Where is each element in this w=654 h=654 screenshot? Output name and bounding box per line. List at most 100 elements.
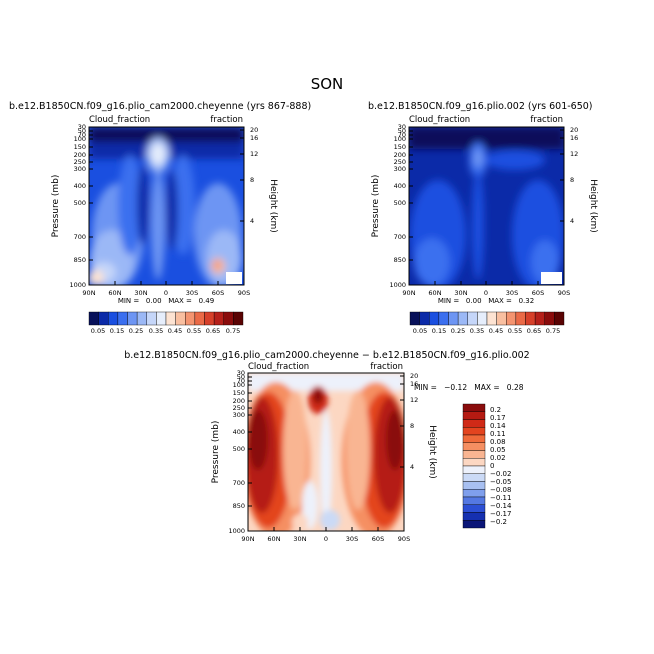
colorbar-label: 0.55 [508, 327, 522, 335]
x-tick: 30N [134, 281, 148, 297]
colorbar-swatch [462, 465, 486, 474]
svg-text:500: 500 [233, 445, 245, 453]
pressure-tick: 250 [394, 158, 413, 166]
pressure-tick: 500 [233, 445, 252, 453]
panel-3-title: b.e12.B1850CN.f09_g16.plio_cam2000.cheye… [124, 350, 529, 361]
svg-text:60N: 60N [428, 289, 441, 297]
panel-2-ylabel: Pressure (mb) [371, 175, 381, 238]
pressure-tick: 150 [74, 143, 93, 151]
height-tick: 20 [240, 126, 258, 134]
colorbar-label: 0.05 [490, 446, 506, 454]
colorbar-swatch [108, 311, 119, 326]
panel-2-right-ticks: 4 8 12 16 20 [560, 126, 578, 225]
x-tick: 0 [484, 281, 488, 297]
pressure-tick: 300 [394, 165, 413, 173]
colorbar-swatch [462, 512, 486, 521]
svg-text:8: 8 [250, 176, 254, 184]
svg-text:400: 400 [233, 428, 245, 436]
svg-text:30: 30 [237, 369, 245, 377]
panel-1-ylabel-right: Height (km) [268, 179, 278, 233]
colorbar-label: 0 [490, 462, 494, 470]
panel-3: b.e12.B1850CN.f09_g16.plio_cam2000.cheye… [124, 350, 529, 543]
colorbar-swatch [467, 311, 478, 326]
panel-1-ylabel: Pressure (mb) [51, 175, 61, 238]
x-tick: 30S [506, 281, 518, 297]
colorbar-swatch [204, 311, 215, 326]
colorbar-swatch [409, 311, 420, 326]
panel-3-variable-label: Cloud_fraction [248, 362, 309, 372]
colorbar-swatch [462, 434, 486, 443]
svg-text:30S: 30S [186, 289, 198, 297]
svg-text:20: 20 [410, 372, 418, 380]
svg-text:200: 200 [74, 151, 86, 159]
panel-3-left-ticks: 30 50 70 100 150 200 250 300 400 500 700… [228, 369, 252, 535]
panel-1-min-max: MIN = 0.00 MAX = 0.49 [118, 297, 214, 305]
svg-text:250: 250 [74, 158, 86, 166]
pressure-tick: 30 [78, 123, 93, 131]
svg-text:16: 16 [410, 380, 418, 388]
colorbar-swatch [233, 311, 244, 326]
panel-3-x-ticks: 90N 60N 30N 0 30S 60S 90S [241, 527, 410, 543]
colorbar-label: −0.14 [490, 502, 512, 510]
pressure-tick: 250 [233, 404, 252, 412]
colorbar-swatch [462, 520, 486, 529]
svg-text:400: 400 [74, 182, 86, 190]
pressure-tick: 70 [398, 131, 413, 139]
colorbar-swatch [462, 450, 486, 459]
svg-text:60S: 60S [212, 289, 224, 297]
colorbar-swatch [462, 489, 486, 498]
colorbar-swatch [194, 311, 205, 326]
x-tick: 30N [293, 527, 307, 543]
x-tick: 30S [186, 281, 198, 297]
pressure-tick: 200 [233, 397, 252, 405]
svg-text:30S: 30S [506, 289, 518, 297]
colorbar-swatch [554, 311, 565, 326]
panel-3-ylabel-right: Height (km) [427, 425, 437, 479]
height-tick: 12 [240, 150, 258, 158]
pressure-tick: 850 [74, 256, 93, 264]
colorbar-label: 0.35 [149, 327, 163, 335]
colorbar-label: 0.15 [432, 327, 446, 335]
pressure-tick: 100 [233, 381, 252, 389]
x-tick: 90S [398, 527, 410, 543]
height-tick: 4 [240, 217, 254, 225]
pressure-tick: 400 [74, 182, 93, 190]
colorbar-2-swatches [409, 311, 565, 326]
svg-text:90N: 90N [241, 535, 254, 543]
colorbar-label: 0.14 [490, 422, 506, 430]
x-tick: 60N [428, 281, 442, 297]
panel-1-variable-label: Cloud_fraction [89, 115, 150, 125]
panel-1-units-label: fraction [210, 115, 243, 125]
colorbar-diff: 0.2 0.17 0.14 0.11 0.08 0.05 0.02 0 −0.0… [462, 403, 512, 529]
colorbar-swatch [98, 311, 109, 326]
panel-2-units-label: fraction [530, 115, 563, 125]
panel-2-variable-label: Cloud_fraction [409, 115, 470, 125]
height-tick: 8 [400, 422, 414, 430]
pressure-tick: 100 [74, 135, 93, 143]
svg-text:700: 700 [233, 479, 245, 487]
panel-2-left-ticks: 30 50 70 100 150 200 250 300 400 500 700… [389, 123, 413, 289]
pressure-tick: 300 [233, 411, 252, 419]
x-tick: 60S [532, 281, 544, 297]
svg-text:400: 400 [394, 182, 406, 190]
colorbar-swatch [496, 311, 507, 326]
colorbar-2-labels: 0.05 0.15 0.25 0.35 0.45 0.55 0.65 0.75 [413, 327, 560, 335]
svg-text:50: 50 [398, 127, 406, 135]
x-tick: 30S [346, 527, 358, 543]
panel-1-contour-field [89, 127, 244, 285]
x-tick: 60S [372, 527, 384, 543]
colorbar-swatch [486, 311, 497, 326]
pressure-tick: 850 [233, 502, 252, 510]
height-tick: 4 [560, 217, 574, 225]
svg-text:12: 12 [410, 396, 418, 404]
colorbar-swatch [462, 504, 486, 513]
pressure-tick: 50 [237, 373, 252, 381]
svg-text:4: 4 [570, 217, 574, 225]
svg-text:70: 70 [398, 131, 406, 139]
svg-text:8: 8 [570, 176, 574, 184]
svg-text:300: 300 [233, 411, 245, 419]
svg-text:100: 100 [74, 135, 86, 143]
svg-text:150: 150 [394, 143, 406, 151]
svg-text:150: 150 [233, 389, 245, 397]
